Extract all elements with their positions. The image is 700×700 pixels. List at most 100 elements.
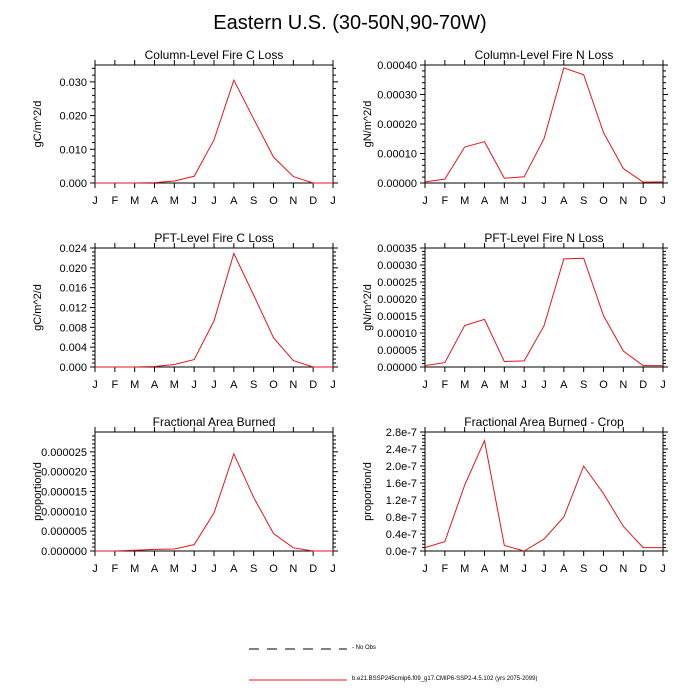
chart-6-xtick-label: J	[521, 563, 527, 575]
chart-1-ytick-label: 0.010	[59, 144, 87, 156]
chart-3-data-point	[313, 367, 314, 368]
chart-2-xtick-label: M	[500, 195, 509, 207]
chart-1-xtick-label: O	[269, 195, 278, 207]
chart-6-xtick-label: O	[599, 563, 608, 575]
chart-6-ylabel: proportion/d	[362, 462, 374, 521]
chart-2-data-point	[544, 138, 545, 139]
chart-4-xtick-label: M	[500, 379, 509, 391]
chart-4-xtick-label: J	[660, 379, 666, 391]
chart-3-data-point	[134, 367, 135, 368]
chart-3-xtick-label: D	[309, 379, 317, 391]
chart-6-data-point	[603, 493, 604, 494]
chart-1-xtick-label: A	[230, 195, 238, 207]
chart-3-title: PFT-Level Fire C Loss	[154, 231, 273, 245]
chart-4-xtick-label: J	[422, 379, 428, 391]
chart-4-xtick-label: O	[599, 379, 608, 391]
chart-2-xtick-label: A	[560, 195, 568, 207]
chart-5-data-point	[134, 550, 135, 551]
chart-5-model-line	[95, 452, 333, 552]
chart-2-model-line	[424, 67, 664, 183]
chart-5-xtick-label: F	[111, 563, 118, 575]
chart-4-data-point	[504, 361, 505, 362]
chart-2-data-point	[425, 181, 426, 182]
chart-3-xtick-label: F	[111, 379, 118, 391]
chart-4-ytick-label: 0.00010	[377, 328, 417, 340]
chart-2-ytick-label: 0.00010	[377, 149, 417, 161]
chart-5-xtick-label: M	[170, 563, 179, 575]
chart-5-ytick-label: 0.000000	[41, 546, 87, 558]
chart-1-model-line	[95, 78, 333, 184]
chart-4-ytick-label: 0.00030	[377, 260, 417, 272]
chart-4-data-point	[603, 315, 604, 316]
chart-5-data-point	[233, 453, 234, 454]
chart-6-xtick-label: D	[639, 563, 647, 575]
chart-6-xtick-label: J	[541, 563, 547, 575]
chart-3-data-point	[293, 360, 294, 361]
chart-1-xtick-label: M	[130, 195, 139, 207]
chart-6-title: Fractional Area Burned - Crop	[464, 415, 624, 429]
chart-3-xtick-label: J	[211, 379, 217, 391]
chart-2-xtick-label: N	[619, 195, 627, 207]
chart-2-xtick-label: J	[541, 195, 547, 207]
chart-6-data-point	[663, 547, 664, 548]
chart-2-xtick-label: J	[521, 195, 527, 207]
chart-4-ytick-label: 0.00025	[377, 277, 417, 289]
chart-3-data-point	[233, 253, 234, 254]
chart-6-xtick-label: M	[500, 563, 509, 575]
chart-2-ylabel: gN/m^2/d	[362, 101, 374, 148]
chart-3-xtick-label: A	[151, 379, 159, 391]
chart-5-xtick-label: J	[191, 563, 197, 575]
chart-5-xtick-label: M	[130, 563, 139, 575]
chart-3-xtick-label: M	[130, 379, 139, 391]
chart-3-data-point	[273, 337, 274, 338]
chart-2-frame	[424, 64, 664, 184]
chart-4-data-point	[464, 325, 465, 326]
chart-6-data-point	[504, 545, 505, 546]
chart-1-xtick-label: N	[289, 195, 297, 207]
chart-4-xtick-label: J	[521, 379, 527, 391]
chart-6-data-point	[544, 539, 545, 540]
chart-3-data-point	[194, 359, 195, 360]
chart-6-ytick-label: 2.0e-7	[386, 461, 417, 473]
chart-3-data-point	[253, 295, 254, 296]
chart-6-xtick-label: J	[422, 563, 428, 575]
chart-3-xtick-label: J	[191, 379, 197, 391]
chart-2-xtick-label: S	[580, 195, 587, 207]
chart-5-xtick-label: N	[289, 563, 297, 575]
chart-2-data-point	[524, 176, 525, 177]
chart-6-data-point	[643, 547, 644, 548]
chart-2-data-point	[504, 178, 505, 179]
chart-5-data-point	[114, 551, 115, 552]
chart-6-xtick-label: J	[660, 563, 666, 575]
chart-6-xtick-label: A	[560, 563, 568, 575]
chart-2-data-point	[464, 147, 465, 148]
chart-4-title: PFT-Level Fire N Loss	[484, 231, 603, 245]
chart-3-data-point	[333, 367, 334, 368]
chart-1-data-point	[253, 118, 254, 119]
chart-1-xtick-label: F	[111, 195, 118, 207]
chart-5-data-point	[174, 549, 175, 550]
chart-1-xtick-label: J	[92, 195, 98, 207]
chart-4-data-point	[563, 258, 564, 259]
chart-4-xtick-label: S	[580, 379, 587, 391]
chart-2-xtick-label: O	[599, 195, 608, 207]
chart-5-xtick-label: J	[92, 563, 98, 575]
chart-2-ytick-label: 0.00020	[377, 119, 417, 131]
chart-3-data-point	[95, 367, 96, 368]
chart-5-ytick-label: 0.000020	[41, 467, 87, 479]
chart-1-data-point	[194, 176, 195, 177]
chart-6-data-point	[583, 466, 584, 467]
chart-6-data-point	[484, 440, 485, 441]
chart-1-data-point	[293, 176, 294, 177]
chart-5-data-point	[95, 551, 96, 552]
chart-3-ytick-label: 0.016	[59, 283, 87, 295]
chart-2-data-point	[583, 74, 584, 75]
chart-1-ytick-label: 0.000	[59, 178, 87, 190]
chart-3-ytick-label: 0.020	[59, 263, 87, 275]
chart-5-data-point	[313, 551, 314, 552]
chart-5-ytick-label: 0.000005	[41, 526, 87, 538]
chart-3-xtick-label: S	[250, 379, 257, 391]
chart-6-ytick-label: 1.6e-7	[386, 478, 417, 490]
chart-6-xtick-label: N	[619, 563, 627, 575]
chart-3-xtick-label: J	[92, 379, 98, 391]
